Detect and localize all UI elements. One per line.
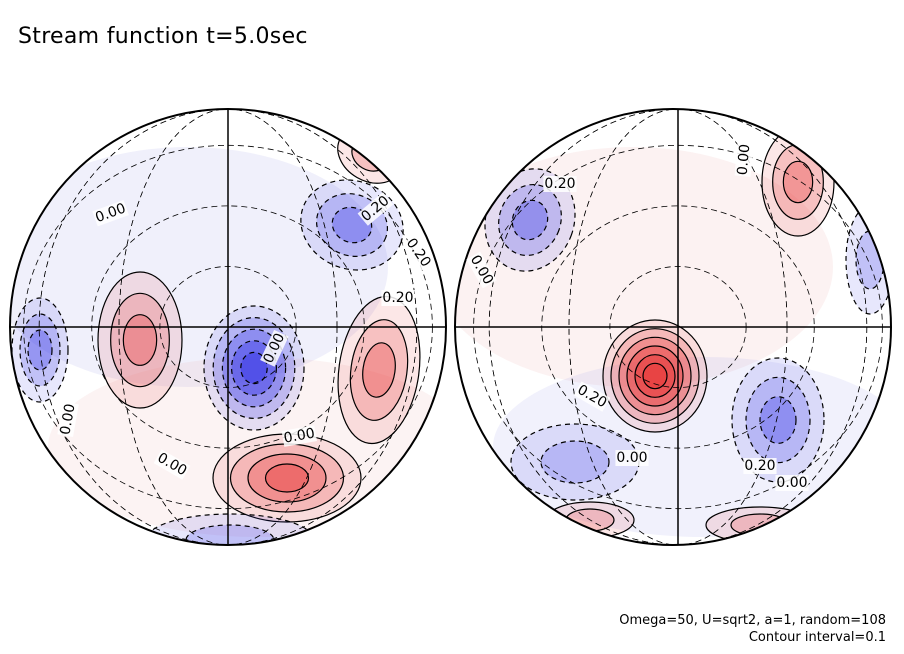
contour-label: 0.00 — [283, 425, 316, 446]
feature-lower-center — [212, 433, 362, 523]
feature-top — [705, 506, 815, 544]
contour-line — [27, 329, 53, 371]
contour-label-background — [734, 142, 754, 177]
contour-line — [362, 342, 396, 398]
contour-label-background — [357, 192, 394, 226]
hemisphere-outline — [9, 108, 447, 546]
feature-right — [337, 295, 421, 445]
contour-line — [97, 271, 183, 409]
contour-label: 0.00 — [776, 475, 807, 491]
feature-far-left — [11, 297, 69, 403]
contour-line — [782, 160, 814, 204]
contour-label: 0.20 — [382, 290, 413, 306]
contour-label: 0.20 — [544, 176, 575, 192]
contour-label-background — [615, 450, 649, 466]
contour-line — [247, 453, 327, 503]
contour-label: 0.00 — [735, 143, 754, 175]
feature-upper-right — [761, 127, 835, 237]
feature-center — [203, 305, 305, 431]
contour-line — [349, 319, 409, 421]
contour-interval-line: Contour interval=0.1 — [748, 630, 886, 645]
parameter-line: Omega=50, U=sqrt2, a=1, random=108 — [619, 613, 886, 628]
hemisphere-left: 0.00 0.200.000.000.200.200.000.00 — [9, 108, 447, 546]
contour-line — [19, 313, 61, 387]
contour-label-background — [153, 449, 191, 480]
contour-label-background — [402, 234, 435, 271]
contour-line — [264, 463, 310, 493]
contour-line — [498, 183, 562, 257]
background-shading — [48, 357, 446, 537]
feature-left-center — [97, 271, 183, 409]
contour-label-background — [466, 251, 497, 289]
contour-label-background — [281, 425, 318, 447]
contour-line — [484, 168, 576, 272]
contour-label-background — [92, 200, 129, 227]
contour-label-background — [543, 176, 577, 192]
contour-line — [745, 376, 811, 464]
contour-label: 0.00 — [616, 450, 647, 466]
contour-label-background — [743, 458, 777, 474]
contour-line — [642, 362, 668, 390]
hemisphere-outline — [454, 108, 892, 546]
contour-label-background — [57, 401, 79, 438]
contour-label-background — [260, 329, 289, 367]
contour-label-background — [381, 290, 415, 306]
chart-title: Stream function t=5.0sec — [18, 24, 308, 49]
hemisphere-right: 0.200.000.000.200.000.200.00 — [454, 108, 892, 546]
feature-lower-left — [510, 423, 640, 501]
contour-line — [540, 440, 610, 484]
contour-label: 0.00 — [57, 403, 78, 436]
feature-bottom — [145, 513, 315, 545]
parameter-info: Omega=50, U=sqrt2, a=1, random=108 Conto… — [619, 612, 886, 646]
contour-label-background — [775, 475, 809, 491]
contour-line — [759, 396, 797, 444]
contour-line — [122, 314, 158, 366]
contour-line — [185, 524, 275, 545]
contour-line — [240, 351, 268, 385]
contour-label: 0.20 — [744, 458, 775, 474]
contour-label-background — [573, 381, 611, 412]
feature-right-edge — [845, 205, 891, 315]
feature-center — [602, 319, 708, 433]
contour-line — [110, 292, 170, 388]
